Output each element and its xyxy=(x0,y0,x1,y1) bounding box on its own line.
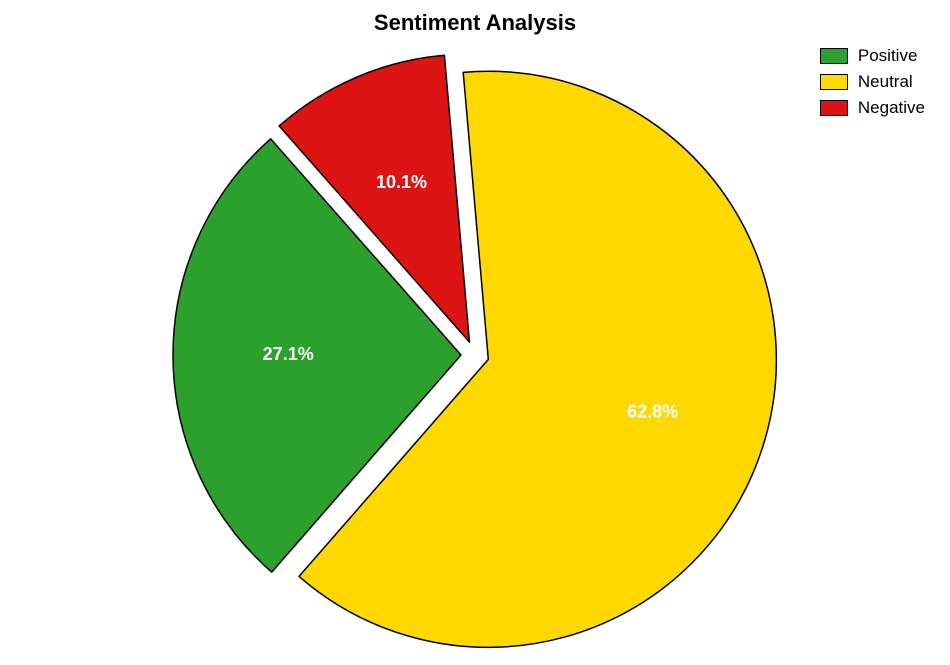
legend-swatch xyxy=(820,48,848,64)
legend: Positive Neutral Negative xyxy=(820,46,925,124)
legend-swatch xyxy=(820,74,848,90)
legend-item-positive: Positive xyxy=(820,46,925,66)
chart-title: Sentiment Analysis xyxy=(374,10,576,36)
legend-item-neutral: Neutral xyxy=(820,72,925,92)
pie-svg: 62.8% 27.1% 10.1% xyxy=(155,45,795,665)
legend-label: Neutral xyxy=(858,72,913,92)
legend-label: Positive xyxy=(858,46,918,66)
sentiment-pie-chart: Sentiment Analysis 62.8% 27.1% 10.1% Posit… xyxy=(0,0,950,662)
slice-label-negative: 10.1% xyxy=(376,172,427,192)
legend-swatch xyxy=(820,100,848,116)
slice-label-positive: 27.1% xyxy=(263,344,314,364)
legend-item-negative: Negative xyxy=(820,98,925,118)
slice-label-neutral: 62.8% xyxy=(627,402,678,422)
legend-label: Negative xyxy=(858,98,925,118)
